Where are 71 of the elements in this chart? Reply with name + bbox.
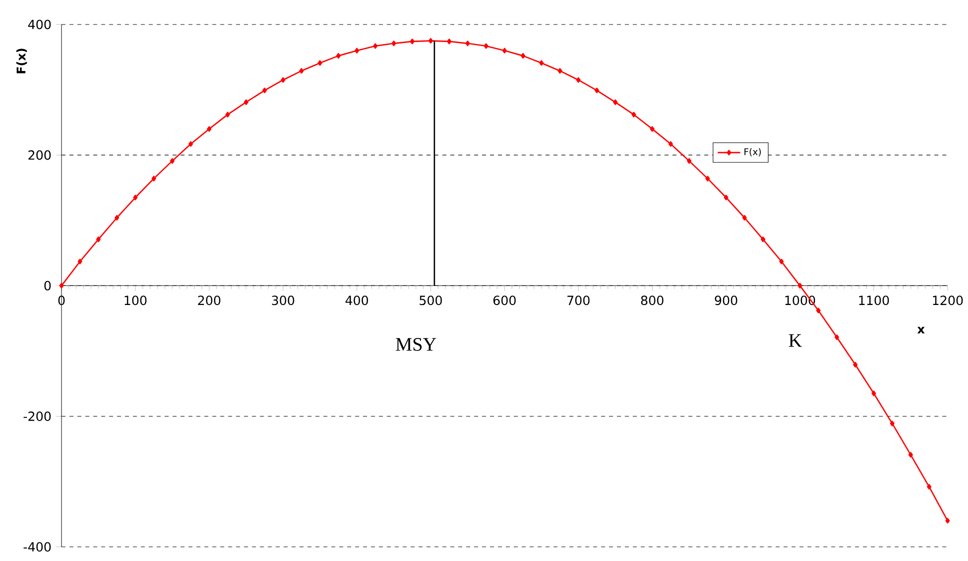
point	[354, 48, 360, 54]
point	[853, 362, 858, 368]
point	[392, 40, 396, 46]
point	[926, 484, 932, 490]
point	[650, 126, 654, 132]
y-tick-label: 0	[44, 281, 51, 291]
x-tick-label: 0	[58, 296, 65, 306]
point	[742, 215, 747, 221]
point	[834, 334, 840, 340]
legend-label: F(x)	[744, 148, 761, 156]
x-tick-label: 500	[420, 296, 442, 306]
point	[539, 60, 544, 66]
point	[668, 141, 673, 147]
point	[594, 88, 600, 94]
point	[686, 158, 692, 164]
point	[225, 112, 230, 118]
x-axis-title: x	[917, 327, 925, 334]
point	[410, 38, 415, 44]
x-tick-label: 800	[641, 296, 664, 306]
x-tick-label: 400	[346, 296, 368, 306]
point	[299, 68, 304, 74]
y-tick-label: 200	[28, 150, 51, 160]
point	[465, 40, 470, 46]
point	[760, 236, 766, 242]
point	[78, 258, 82, 264]
y-axis-title: F(x)	[16, 48, 27, 74]
point	[318, 60, 322, 66]
point	[373, 43, 378, 49]
point	[170, 158, 175, 164]
x-tick-label: 900	[714, 296, 738, 306]
point	[244, 100, 248, 106]
point	[872, 390, 876, 396]
x-tick-label: 600	[493, 296, 516, 306]
point	[798, 283, 802, 289]
point	[96, 236, 101, 242]
point	[59, 283, 64, 289]
point	[520, 53, 526, 59]
point	[816, 308, 821, 314]
point	[206, 126, 212, 132]
point	[262, 88, 267, 94]
point	[336, 53, 341, 59]
point	[152, 176, 156, 182]
y-tick-label: -400	[24, 542, 51, 552]
x-tick-label: 300	[272, 296, 294, 306]
annotation: K	[788, 334, 802, 347]
point	[724, 194, 728, 200]
ref-line-label: MSY	[396, 338, 436, 351]
point	[945, 518, 950, 524]
point	[908, 452, 913, 458]
point	[558, 68, 562, 74]
point	[484, 43, 488, 49]
point	[632, 112, 636, 118]
point	[446, 38, 452, 44]
point	[188, 141, 193, 147]
x-tick-label: 700	[567, 296, 590, 306]
point	[280, 77, 286, 83]
x-tick-label: 1200	[933, 296, 963, 306]
point	[133, 194, 138, 200]
y-tick-label: -200	[24, 412, 51, 422]
point	[114, 215, 120, 221]
x-tick-label: 200	[198, 296, 220, 306]
point	[705, 176, 710, 182]
point	[576, 77, 581, 83]
x-tick-label: 100	[124, 296, 146, 306]
x-tick-label: 1100	[859, 296, 889, 306]
y-tick-label: 400	[28, 20, 51, 30]
point	[779, 258, 784, 264]
point	[890, 420, 894, 426]
point	[502, 48, 507, 54]
point	[428, 38, 433, 44]
point	[613, 100, 618, 106]
